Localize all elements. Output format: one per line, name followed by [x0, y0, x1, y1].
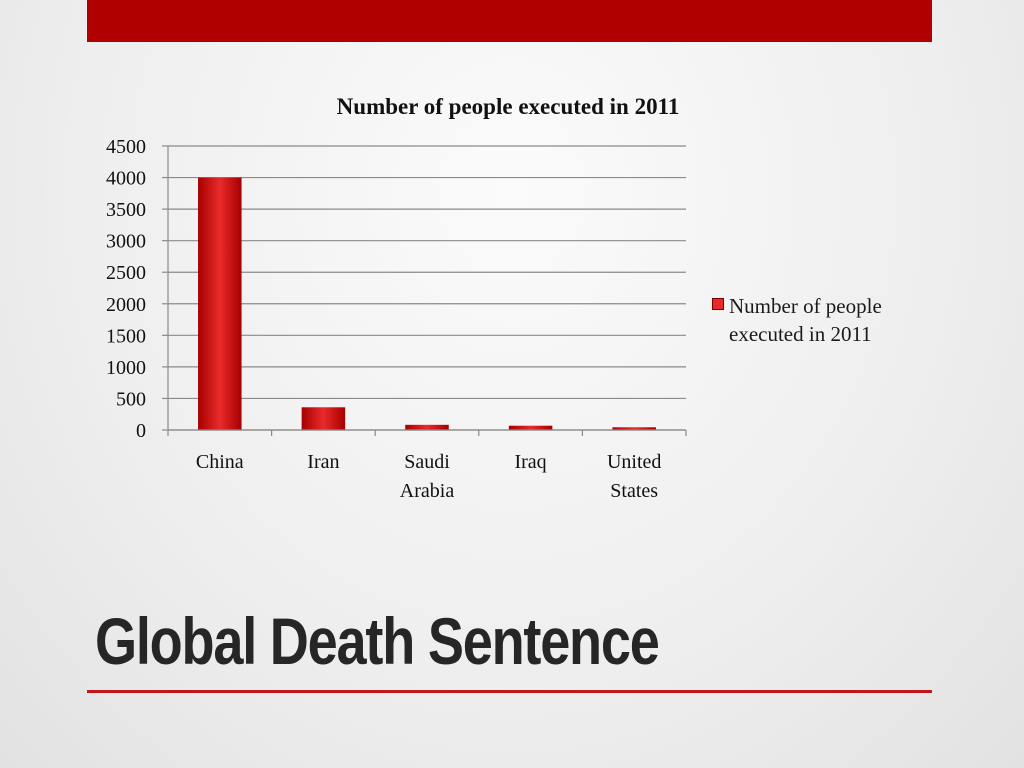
chart-title: Number of people executed in 2011	[337, 94, 680, 119]
y-axis-ticks: 0 500 1000 1500 2000 2500 3000 3500 4000 4500	[106, 136, 169, 442]
y-tick-label: 1500	[106, 325, 146, 347]
y-tick-label: 0	[136, 420, 146, 442]
bar-united-states	[612, 427, 656, 430]
bar-iraq	[508, 425, 553, 430]
top-accent-bar	[87, 0, 932, 42]
bar-chart: Number of people executed in 2011 0 500 10…	[106, 94, 687, 502]
x-tick-label: Iran	[307, 451, 339, 473]
y-tick-label: 2000	[106, 294, 146, 316]
y-tick-label: 4500	[106, 136, 146, 158]
x-tick-label: Iraq	[514, 451, 546, 473]
x-tick-label: Saudi Arabia	[400, 451, 455, 502]
bar-china	[198, 177, 242, 430]
y-tick-label: 500	[116, 388, 146, 410]
chart-legend: Number of people executed in 2011	[712, 292, 932, 348]
bar-saudi-arabia	[405, 424, 449, 430]
legend-swatch	[712, 298, 724, 310]
legend-label: Number of people executed in 2011	[729, 294, 882, 346]
x-tick-label: China	[196, 451, 244, 473]
y-tick-label: 4000	[106, 168, 146, 190]
bars	[198, 177, 656, 430]
x-tick-label: United States	[607, 451, 661, 502]
x-axis-labels: China Iran Saudi Arabia Iraq United States	[196, 451, 662, 502]
y-tick-label: 2500	[106, 262, 146, 284]
x-axis	[167, 429, 687, 436]
y-tick-label: 3500	[106, 199, 146, 221]
slide-title: Global Death Sentence	[95, 604, 660, 678]
y-tick-label: 1000	[106, 357, 146, 379]
y-tick-label: 3000	[106, 231, 146, 253]
title-underline	[87, 690, 932, 693]
gridlines	[168, 145, 686, 431]
bar-iran	[301, 407, 346, 430]
